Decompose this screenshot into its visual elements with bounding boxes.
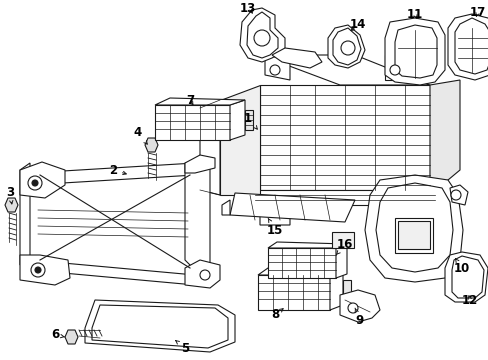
Polygon shape — [260, 55, 429, 85]
Text: 7: 7 — [185, 94, 194, 107]
Text: 4: 4 — [134, 126, 147, 144]
Polygon shape — [451, 256, 483, 298]
Text: 9: 9 — [354, 308, 364, 327]
Polygon shape — [444, 252, 487, 302]
Polygon shape — [229, 100, 244, 140]
Text: 3: 3 — [6, 186, 14, 204]
Polygon shape — [222, 200, 229, 215]
Polygon shape — [229, 193, 354, 222]
Circle shape — [35, 267, 41, 273]
Polygon shape — [335, 244, 346, 278]
Text: 2: 2 — [109, 163, 126, 176]
Polygon shape — [264, 55, 289, 80]
Polygon shape — [220, 85, 260, 195]
Polygon shape — [145, 138, 158, 152]
Polygon shape — [271, 48, 321, 68]
Polygon shape — [92, 305, 227, 348]
Polygon shape — [246, 12, 278, 58]
Text: 1: 1 — [244, 112, 257, 129]
Circle shape — [32, 180, 38, 186]
Polygon shape — [240, 8, 285, 62]
Bar — [244, 110, 252, 130]
Polygon shape — [429, 80, 459, 195]
Polygon shape — [254, 190, 434, 205]
Polygon shape — [20, 162, 65, 198]
Circle shape — [347, 303, 357, 313]
Polygon shape — [394, 215, 424, 225]
Text: 17: 17 — [469, 5, 485, 18]
Text: 11: 11 — [406, 8, 422, 21]
Text: 5: 5 — [175, 341, 189, 355]
Bar — [394, 218, 432, 253]
Text: 13: 13 — [240, 1, 256, 14]
Polygon shape — [184, 155, 215, 173]
Polygon shape — [30, 163, 195, 185]
Polygon shape — [454, 18, 488, 74]
Circle shape — [389, 65, 399, 75]
Bar — [331, 232, 353, 248]
Polygon shape — [384, 18, 444, 85]
Polygon shape — [258, 268, 342, 275]
Polygon shape — [375, 183, 452, 272]
Polygon shape — [184, 163, 209, 270]
Bar — [258, 275, 329, 310]
Circle shape — [253, 30, 269, 46]
Polygon shape — [339, 290, 379, 322]
Polygon shape — [85, 300, 235, 352]
Polygon shape — [449, 185, 467, 205]
Circle shape — [200, 270, 209, 280]
Polygon shape — [384, 55, 409, 80]
Polygon shape — [332, 28, 360, 65]
Bar — [155, 105, 229, 140]
Polygon shape — [20, 255, 70, 285]
Circle shape — [340, 41, 354, 55]
Polygon shape — [184, 260, 220, 288]
Polygon shape — [267, 242, 346, 248]
Polygon shape — [155, 98, 244, 105]
Text: 6: 6 — [51, 328, 64, 342]
Polygon shape — [65, 330, 78, 344]
Polygon shape — [260, 205, 289, 218]
Bar — [342, 280, 350, 298]
Polygon shape — [447, 14, 488, 80]
Text: 10: 10 — [453, 258, 469, 274]
Polygon shape — [327, 25, 364, 68]
Circle shape — [28, 176, 42, 190]
Polygon shape — [394, 25, 436, 78]
Polygon shape — [260, 215, 289, 225]
Polygon shape — [5, 198, 18, 212]
Polygon shape — [260, 85, 429, 190]
Text: 16: 16 — [336, 238, 352, 255]
Circle shape — [450, 190, 460, 200]
Circle shape — [31, 263, 45, 277]
Polygon shape — [329, 270, 342, 310]
Text: 14: 14 — [349, 18, 366, 31]
Bar — [267, 248, 335, 278]
Text: 12: 12 — [461, 293, 477, 306]
Polygon shape — [364, 175, 462, 282]
Polygon shape — [394, 205, 424, 218]
Polygon shape — [200, 100, 220, 195]
Text: 15: 15 — [266, 218, 283, 237]
Polygon shape — [30, 260, 195, 285]
Text: 8: 8 — [270, 309, 283, 321]
Circle shape — [269, 65, 280, 75]
Bar — [397, 221, 429, 249]
Polygon shape — [20, 163, 30, 265]
